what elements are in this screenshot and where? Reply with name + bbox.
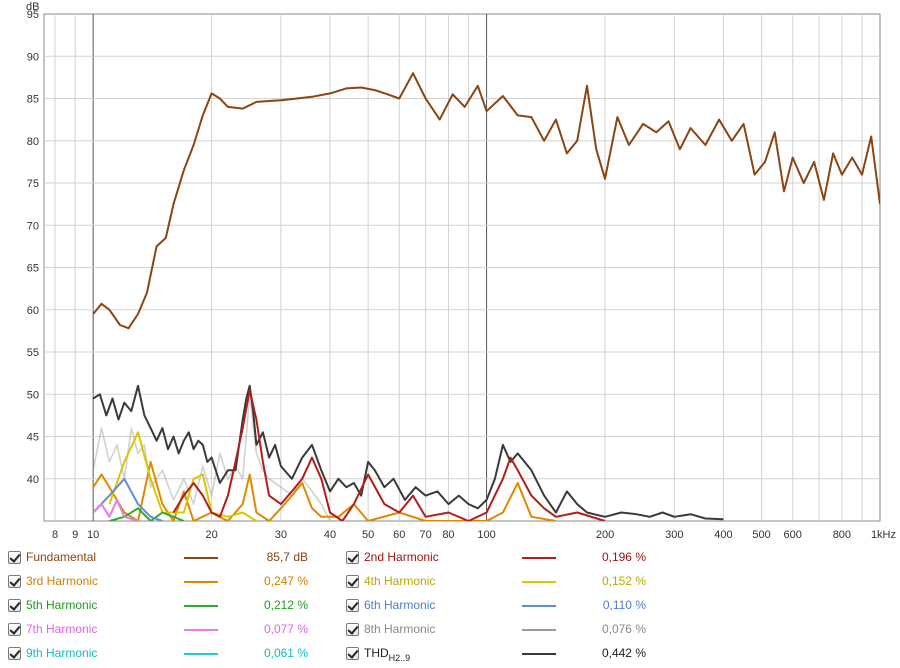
y-tick-label: 50 [27,389,39,401]
legend-swatch [184,653,218,655]
legend-value: 0,196 % [601,550,646,564]
legend-value: 85,7 dB [266,550,308,564]
legend-name: 6th Harmonic [364,598,436,612]
x-tick-label: 20 [205,529,217,541]
y-tick-label: 70 [27,220,39,232]
legend-item: 6th Harmonic 0,110 % [338,594,668,618]
legend-item: 3rd Harmonic 0,247 % [0,570,330,594]
series-line-6th-harmonic [92,477,163,521]
y-tick-label: 95 [27,9,39,21]
y-tick-label: 90 [27,51,39,63]
legend-item: THDH2..9 0,442 % [338,642,668,666]
y-tick-label: 55 [27,347,39,359]
legend-value: 0,076 % [601,622,646,636]
legend-name: 3rd Harmonic [26,574,99,588]
x-tick-label: 8 [52,529,58,541]
legend-swatch [184,557,218,559]
legend-item: 7th Harmonic 0,077 % [0,618,330,642]
y-tick-label: 65 [27,263,39,275]
legend-value: 0,110 % [602,598,646,612]
x-tick-label: 50 [362,529,374,541]
x-tick-label: 600 [784,529,802,541]
legend-item: 2nd Harmonic 0,196 % [338,546,668,570]
series-line-2nd-harmonic [172,389,606,521]
legend-swatch [184,629,218,631]
y-axis: 40 45 50 55 60 65 70 75 80 85 90 95 [27,9,39,486]
legend-swatch [522,557,556,559]
x-tick-label: 1kHz [871,529,896,541]
x-tick-label: 70 [420,529,432,541]
legend-value: 0,247 % [263,574,308,588]
legend-swatch [522,629,556,631]
legend-checkbox[interactable] [8,551,21,564]
legend-checkbox[interactable] [346,647,359,660]
series-line-4th-harmonic [108,431,257,521]
y-tick-label: 80 [27,136,39,148]
x-tick-label: 800 [833,529,851,541]
legend-name: 9th Harmonic [26,646,98,660]
x-tick-label: 10 [87,529,99,541]
legend-swatch [184,605,218,607]
legend-name: 5th Harmonic [26,598,98,612]
x-tick-label: 60 [393,529,405,541]
x-tick-label: 40 [324,529,336,541]
y-axis-label: dB [26,1,39,13]
series-line-fundamental [92,72,880,330]
y-tick-label: 60 [27,305,39,317]
legend-swatch [184,581,218,583]
legend-name: Fundamental [26,550,97,564]
legend-item: 8th Harmonic 0,076 % [338,618,668,642]
legend-value: 0,212 % [263,598,308,612]
y-tick-label: 45 [27,432,39,444]
legend-swatch [522,653,556,655]
legend-name: THDH2..9 [364,646,411,663]
legend-name: 2nd Harmonic [364,550,439,564]
legend-checkbox[interactable] [8,623,21,636]
legend-checkbox[interactable] [8,575,21,588]
x-axis: 8 9 10 20 30 40 50 60 70 80 100 200 300 400 500 600 800 1… [52,529,896,541]
legend-name: 4th Harmonic [364,574,436,588]
legend-checkbox[interactable] [8,647,21,660]
x-tick-label: 500 [752,529,770,541]
y-tick-label: 75 [27,178,39,190]
legend-value: 0,442 % [601,646,646,660]
legend-value: 0,061 % [263,646,308,660]
series-line-thd [92,384,724,521]
legend-name: 7th Harmonic [26,622,98,636]
series-group [92,72,880,521]
legend-item: Fundamental 85,7 dB [0,546,330,570]
x-tick-label: 400 [714,529,732,541]
legend-swatch [522,605,556,607]
x-tick-label: 30 [275,529,287,541]
legend-value: 0,152 % [601,574,646,588]
legend-checkbox[interactable] [8,599,21,612]
legend-value: 0,077 % [263,622,308,636]
y-tick-label: 40 [27,474,39,486]
x-tick-label: 100 [477,529,495,541]
legend-checkbox[interactable] [346,599,359,612]
legend-name: 8th Harmonic [364,622,436,636]
legend-swatch [522,581,556,583]
series-line-3rd-harmonic [92,460,557,521]
legend-checkbox[interactable] [346,623,359,636]
legend-checkbox[interactable] [346,575,359,588]
x-tick-label: 9 [72,529,78,541]
y-tick-label: 85 [27,94,39,106]
legend-item: 9th Harmonic 0,061 % [0,642,330,666]
series-line-8th-harmonic [92,393,331,521]
series-line-7th-harmonic [92,498,139,521]
legend: Fundamental 85,7 dB 2nd Harmonic 0,196 % 3rd… [0,546,900,668]
legend-item: 4th Harmonic 0,152 % [338,570,668,594]
legend-item: 5th Harmonic 0,212 % [0,594,330,618]
x-tick-label: 200 [596,529,614,541]
legend-checkbox[interactable] [346,551,359,564]
x-tick-label: 80 [442,529,454,541]
spectrum-chart: 40 45 50 55 60 65 70 75 80 85 90 95 8 9 10 20 30 40 50 60 7… [26,1,896,541]
x-tick-label: 300 [665,529,683,541]
